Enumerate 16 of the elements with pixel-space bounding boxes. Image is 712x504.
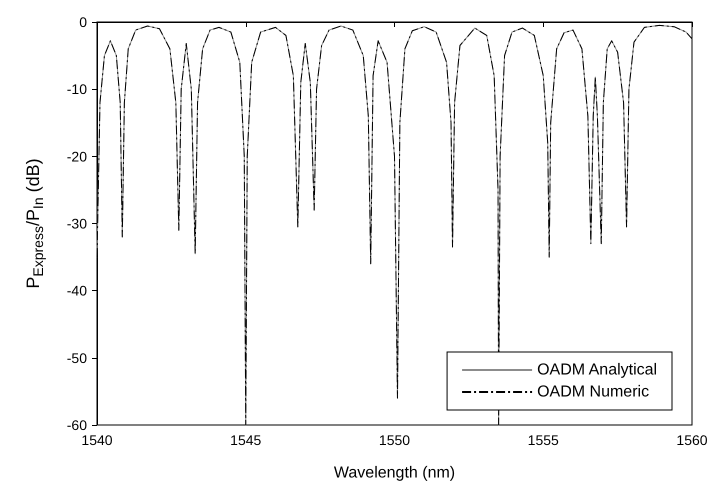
y-tick-label: -20 <box>66 148 88 164</box>
x-tick-label: 1560 <box>676 432 708 448</box>
x-tick-label: 1550 <box>378 432 410 448</box>
legend-label: OADM Analytical <box>537 362 658 378</box>
y-tick-label: -30 <box>66 216 88 232</box>
y-tick-label: -60 <box>66 417 88 433</box>
legend-label: OADM Numeric <box>537 384 650 400</box>
x-tick-label: 1545 <box>230 432 262 448</box>
x-tick-label: 1540 <box>81 432 113 448</box>
x-tick-label: 1555 <box>528 432 560 448</box>
y-tick-label: 0 <box>79 14 88 30</box>
y-axis-title: PExpress/PIn (dB) <box>23 158 46 289</box>
y-tick-label: -50 <box>66 350 88 366</box>
y-tick-label: -40 <box>66 282 88 299</box>
y-tick-label: -10 <box>66 81 88 98</box>
x-axis-title: Wavelength (nm) <box>334 464 456 482</box>
